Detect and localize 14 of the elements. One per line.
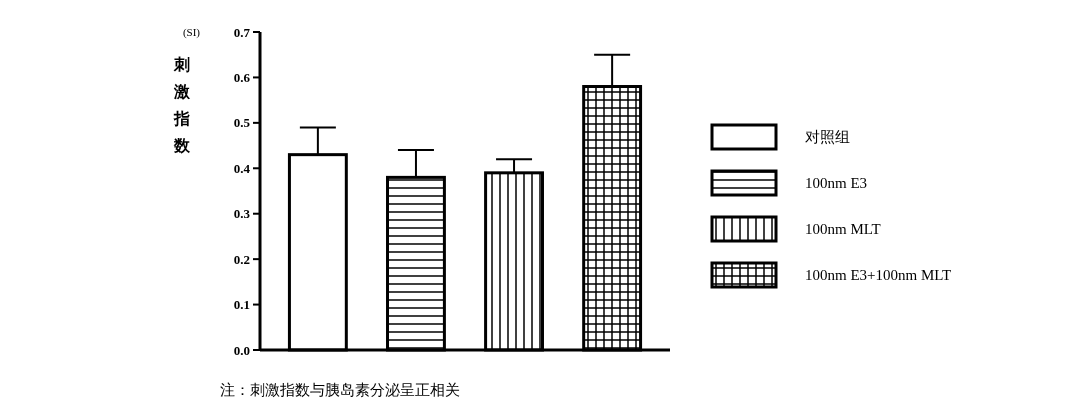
text: 注：刺激指数与胰岛素分泌呈正相关 xyxy=(220,382,460,398)
y-tick-label: 0.6 xyxy=(233,69,251,85)
legend-label: 100nm MLT xyxy=(805,221,881,238)
y-tick-label: 0.4 xyxy=(233,160,251,176)
y-tick-label: 0.2 xyxy=(233,251,250,267)
y-tick-label: 0.5 xyxy=(233,115,251,131)
text: (SI) 刺激指数 xyxy=(174,25,200,154)
y-tick-label: 0.3 xyxy=(233,206,251,222)
y-tick-label: 0.1 xyxy=(233,297,250,313)
legend-label: 100nm E3 xyxy=(805,175,868,192)
y-tick-label: 0.7 xyxy=(233,24,251,40)
y-tick-label: 0.0 xyxy=(233,342,250,358)
legend-label: 对照组 xyxy=(805,129,850,146)
legend-label: 100nm E3+100nm MLT xyxy=(805,267,952,284)
